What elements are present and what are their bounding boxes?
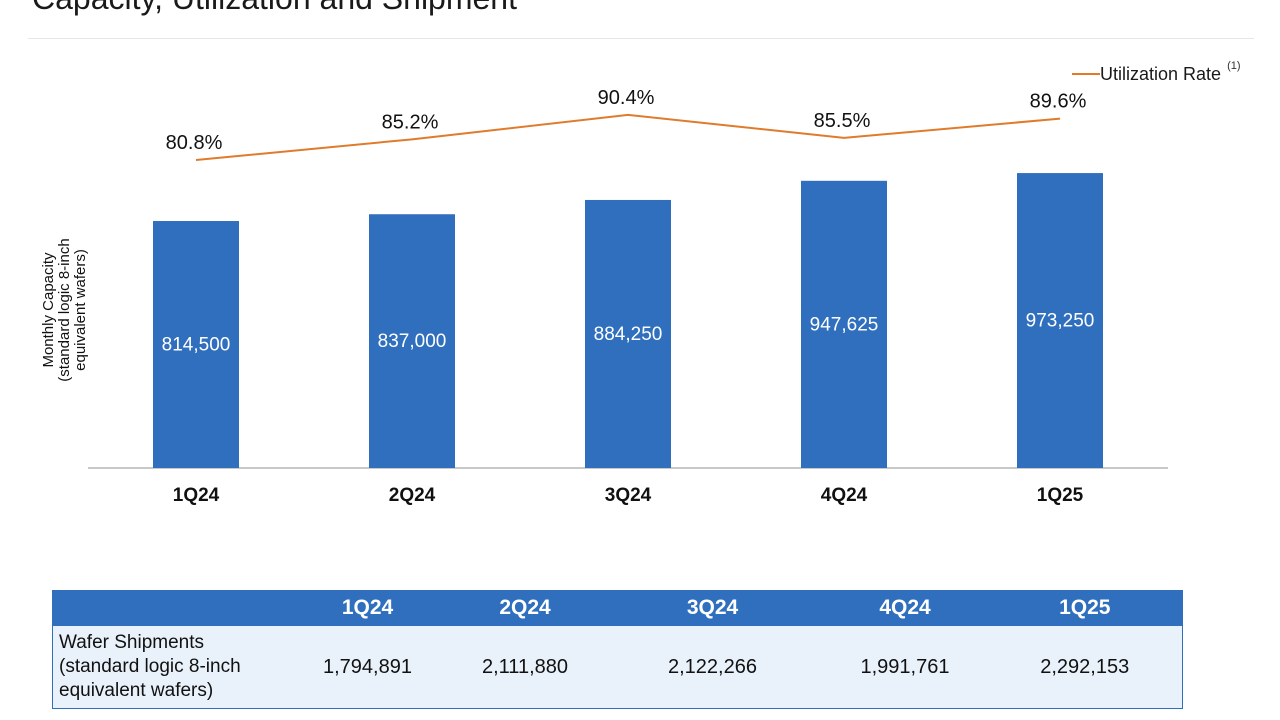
table-header-empty <box>52 590 288 626</box>
y-axis-label-line-1: Monthly Capacity <box>40 252 57 368</box>
row-label-line-1: Wafer Shipments <box>59 632 205 653</box>
y-axis-label-line-3: equivalent wafers) <box>72 249 89 371</box>
line-label-1q24: 80.8% <box>166 132 223 154</box>
table-header-3q24: 3Q24 <box>602 590 823 626</box>
x-tick-4q24: 4Q24 <box>821 485 868 506</box>
legend: Utilization Rate (1) <box>1072 60 1241 86</box>
bar-1q25 <box>1017 173 1103 469</box>
table-header-1q25: 1Q25 <box>987 590 1183 626</box>
title-divider <box>28 38 1254 39</box>
table-row: Wafer Shipments (standard logic 8-inch e… <box>52 625 1183 709</box>
legend-line-swatch <box>1072 73 1100 75</box>
legend-footnote: (1) <box>1227 60 1241 72</box>
bar-label-1q25: 973,250 <box>1026 311 1095 332</box>
bar-label-4q24: 947,625 <box>810 314 879 335</box>
utilization-line <box>195 113 1061 161</box>
y-axis-label-line-2: (standard logic 8-inch <box>56 238 73 382</box>
table-header-row: 1Q24 2Q24 3Q24 4Q24 1Q25 <box>52 590 1183 626</box>
capacity-utilization-chart: 814,500 1Q24 837,000 2Q24 884,250 3Q24 947,625… <box>88 87 1168 506</box>
line-label-2q24: 85.2% <box>382 111 439 133</box>
y-axis-label: Monthly Capacity (standard logic 8-inch … <box>30 210 100 410</box>
line-label-3q24: 90.4% <box>598 87 655 109</box>
bar-4q24 <box>801 180 887 468</box>
table-header-1q24: 1Q24 <box>287 590 448 626</box>
cell-2q24: 2,111,880 <box>447 625 603 709</box>
legend-label: Utilization Rate <box>1100 63 1222 84</box>
row-label-line-2: (standard logic 8-inch <box>59 656 241 677</box>
wafer-shipments-table: 1Q24 2Q24 3Q24 4Q24 1Q25 Wafer Shipments… <box>52 590 1183 709</box>
x-tick-1q24: 1Q24 <box>173 485 220 506</box>
cell-3q24: 2,122,266 <box>602 625 823 709</box>
bar-2q24 <box>369 214 455 468</box>
row-label-wafer-shipments: Wafer Shipments (standard logic 8-inch e… <box>52 625 288 709</box>
bar-label-2q24: 837,000 <box>378 331 447 352</box>
line-label-4q24: 85.5% <box>814 110 871 132</box>
page-title: Capacity, Utilization and Shipment <box>32 0 517 18</box>
x-tick-1q25: 1Q25 <box>1037 485 1084 506</box>
row-label-line-3: equivalent wafers) <box>59 680 214 701</box>
cell-4q24: 1,991,761 <box>822 625 988 709</box>
bar-3q24 <box>585 199 671 469</box>
line-label-1q25: 89.6% <box>1030 91 1087 113</box>
cell-1q25: 2,292,153 <box>987 625 1183 709</box>
table-header-2q24: 2Q24 <box>447 590 603 626</box>
x-tick-3q24: 3Q24 <box>605 485 652 506</box>
x-tick-2q24: 2Q24 <box>389 485 436 506</box>
bar-label-1q24: 814,500 <box>162 335 231 356</box>
bar-label-3q24: 884,250 <box>594 324 663 345</box>
bar-1q24 <box>153 221 239 468</box>
cell-1q24: 1,794,891 <box>287 625 448 709</box>
table-header-4q24: 4Q24 <box>822 590 988 626</box>
